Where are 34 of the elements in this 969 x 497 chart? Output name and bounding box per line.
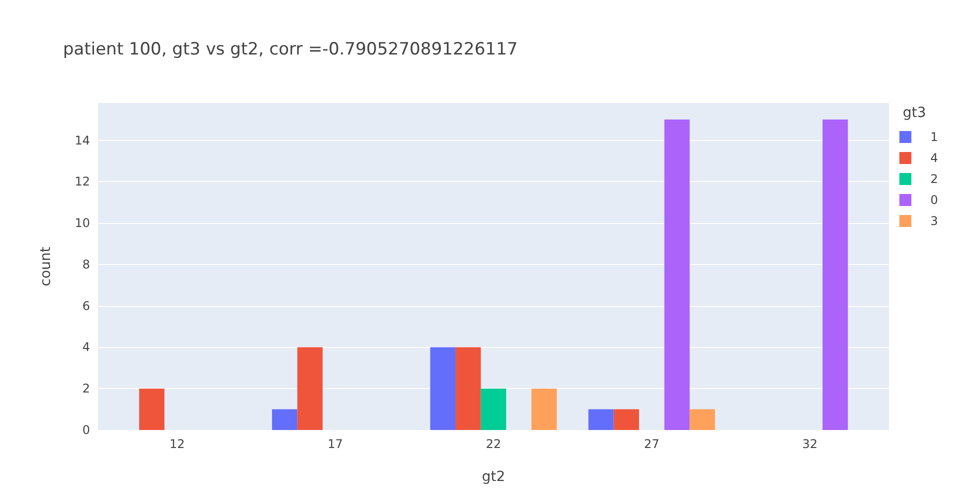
y-axis-title: count (38, 246, 54, 286)
y-tick-label: 6 (82, 298, 90, 313)
y-tick-label: 0 (82, 423, 90, 437)
y-tick-label: 10 (74, 216, 90, 230)
y-tick-label: 12 (74, 174, 90, 189)
bar (430, 347, 456, 430)
legend-label: 0 (930, 193, 938, 207)
legend-label: 1 (930, 130, 938, 144)
legend-label: 3 (930, 214, 938, 228)
bar (822, 120, 848, 430)
x-tick-label: 27 (644, 437, 660, 451)
y-tick-label: 2 (82, 382, 90, 396)
x-tick-label: 32 (802, 437, 818, 451)
bar (588, 409, 614, 430)
legend-label: 4 (930, 151, 938, 165)
bar (690, 409, 715, 430)
y-tick-label: 14 (74, 133, 90, 148)
chart-title: patient 100, gt3 vs gt2, corr =-0.7905270891226117 (63, 40, 518, 60)
bar (139, 388, 164, 430)
y-tick-label: 4 (82, 340, 90, 354)
x-tick-label: 22 (486, 437, 502, 451)
bar (664, 120, 690, 430)
x-tick-label: 17 (328, 437, 343, 451)
x-axis-title: gt2 (482, 469, 506, 485)
bar (297, 347, 323, 430)
bar (456, 347, 481, 430)
bar (531, 388, 557, 430)
x-tick-label: 12 (169, 437, 185, 451)
y-tick-label: 8 (82, 257, 90, 272)
bar (272, 409, 298, 430)
bar (614, 409, 640, 430)
legend-title: gt3 (902, 105, 926, 121)
bar (480, 388, 506, 430)
legend-label: 2 (930, 172, 938, 186)
